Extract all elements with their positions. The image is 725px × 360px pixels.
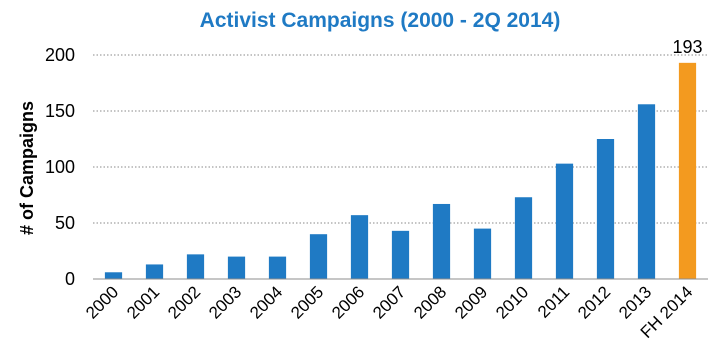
chart-title: Activist Campaigns (2000 - 2Q 2014) — [200, 9, 561, 32]
bar-2009 — [473, 228, 492, 279]
gridlines — [93, 54, 708, 224]
x-tick-label: 2004 — [246, 282, 286, 322]
y-axis-ticks: 0 50 100 150 200 — [45, 45, 75, 289]
y-axis-label: # of Campaigns — [17, 101, 37, 235]
bar-2012 — [596, 139, 615, 279]
bar-2003 — [227, 256, 246, 279]
x-tick-label: 2002 — [164, 282, 204, 322]
bar-2006 — [350, 215, 369, 279]
x-axis-ticks: 2000 2001 2002 2003 2004 2005 2006 2007 2008 2009… — [82, 282, 696, 342]
bar-2005 — [309, 234, 328, 279]
bar-2010 — [514, 197, 533, 279]
bar-2001 — [145, 264, 164, 279]
x-tick-label: 2007 — [369, 282, 409, 322]
x-tick-label: 2009 — [451, 282, 491, 322]
x-tick-label: 2011 — [534, 282, 573, 321]
x-tick-label: 2003 — [205, 282, 245, 322]
y-tick-label: 150 — [45, 101, 75, 121]
bar-2000 — [104, 272, 123, 279]
bar-2008 — [432, 203, 451, 279]
bar-2004 — [268, 256, 287, 279]
y-tick-label: 0 — [65, 269, 75, 289]
bars — [104, 62, 697, 280]
x-tick-label: 2012 — [574, 282, 614, 322]
x-tick-label: 2010 — [492, 282, 532, 322]
bar-2013 — [637, 104, 656, 279]
bar-2007 — [391, 230, 410, 279]
x-tick-label: 2005 — [287, 282, 327, 322]
y-tick-label: 50 — [55, 213, 75, 233]
x-tick-label: 2001 — [123, 282, 163, 322]
y-tick-label: 200 — [45, 45, 75, 65]
data-labels: 193 — [672, 37, 702, 57]
bar-2011 — [555, 163, 574, 279]
data-label: 193 — [672, 37, 702, 57]
bar-fh-2014 — [678, 62, 697, 280]
x-tick-label: 2006 — [328, 282, 368, 322]
y-tick-label: 100 — [45, 157, 75, 177]
x-tick-label: 2000 — [82, 282, 122, 322]
x-tick-label: 2008 — [410, 282, 450, 322]
bar-2002 — [186, 254, 205, 279]
